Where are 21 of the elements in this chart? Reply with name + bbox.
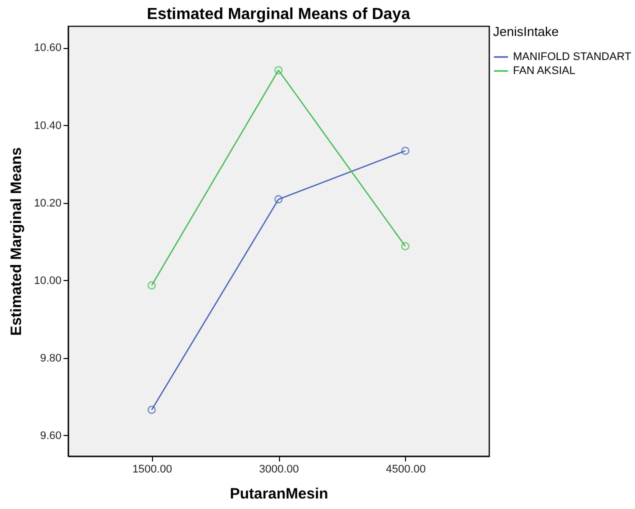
y-tick-label: 9.60: [40, 430, 62, 442]
x-tick-label: 4500.00: [386, 464, 426, 476]
point: [401, 242, 410, 250]
x-axis-title: PutaranMesin: [230, 486, 328, 502]
y-tick-label: 10.40: [34, 120, 62, 132]
legend-title: JenisIntake: [493, 24, 559, 39]
point: [148, 406, 156, 414]
legend-label: FAN AKSIAL: [513, 65, 576, 77]
legend-label: MANIFOLD STANDART: [513, 51, 632, 63]
x-tick-label: 1500.00: [132, 464, 172, 476]
y-tick-label: 10.00: [34, 274, 62, 287]
chart-title: Estimated Marginal Means of Daya: [146, 6, 410, 23]
x-tick-label: 3000.00: [259, 464, 299, 476]
point: [401, 146, 410, 155]
y-tick-label: 10.20: [34, 197, 62, 210]
y-tick-label: 9.80: [40, 352, 62, 364]
point: [274, 195, 283, 204]
point: [274, 66, 283, 74]
y-tick-label: 10.60: [34, 42, 62, 54]
y-axis-title: Estimated Marginal Means: [8, 147, 25, 336]
point: [148, 281, 156, 290]
